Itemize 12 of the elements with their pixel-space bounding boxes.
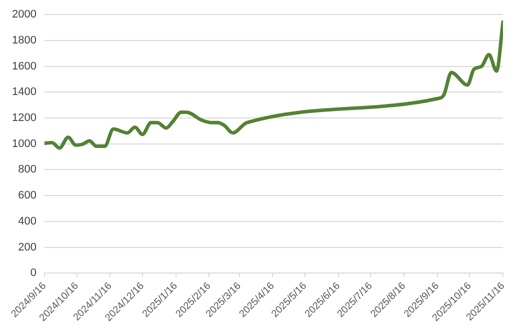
y-tick-label: 600 [18, 190, 36, 202]
y-tick-label: 1600 [12, 60, 36, 72]
y-tick-label: 800 [18, 164, 36, 176]
y-tick-label: 200 [18, 241, 36, 254]
line-series [44, 20, 503, 150]
y-tick-label: 1200 [12, 112, 36, 124]
y-tick-label: 400 [18, 215, 36, 228]
y-tick-label: 0 [30, 267, 36, 280]
y-tick-label: 2000 [12, 8, 36, 21]
y-tick-label: 1400 [12, 86, 36, 98]
y-tick-label: 1000 [12, 138, 36, 150]
y-tick-label: 1800 [12, 34, 36, 46]
